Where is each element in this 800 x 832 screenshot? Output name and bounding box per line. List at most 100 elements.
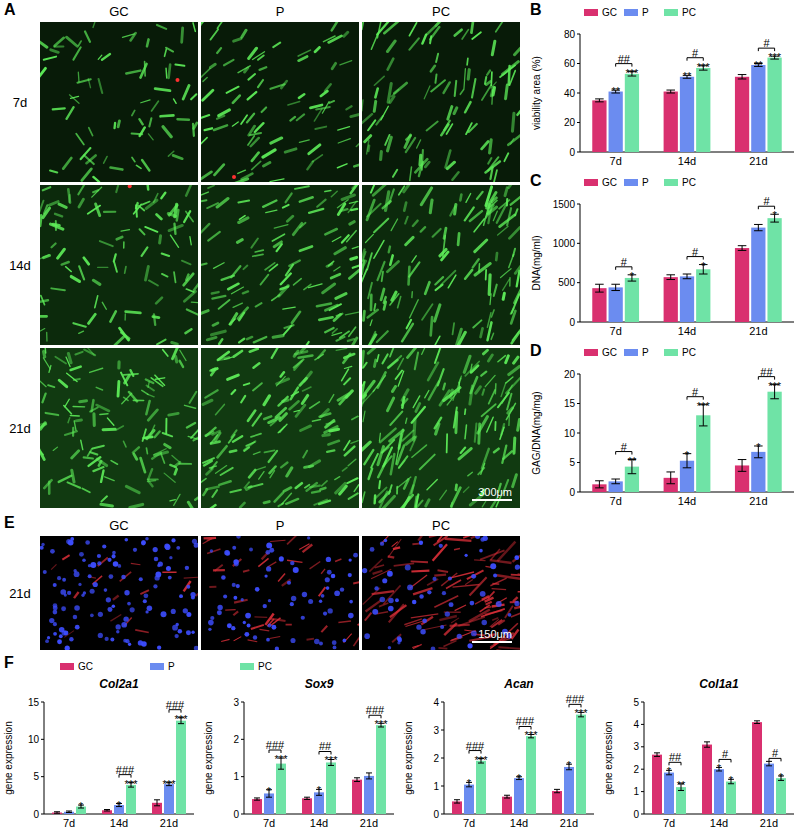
- bar: [609, 92, 623, 152]
- cell: [483, 350, 487, 354]
- cell: [303, 387, 311, 391]
- cell: [486, 82, 490, 85]
- cell: [295, 186, 309, 189]
- nucleus: [49, 618, 54, 623]
- haze: [362, 348, 520, 508]
- legend-swatch: [584, 349, 598, 356]
- bar: [714, 769, 724, 814]
- nucleus: [514, 601, 519, 606]
- legend-swatch: [240, 663, 254, 670]
- cell: [329, 395, 334, 403]
- cell: [255, 123, 264, 132]
- cell: [466, 193, 471, 202]
- cell: [248, 92, 256, 99]
- cell: [219, 339, 222, 344]
- error-bar: [504, 795, 510, 798]
- fiber: [453, 585, 480, 588]
- cell: [470, 211, 482, 221]
- cell: [161, 114, 174, 118]
- cell: [322, 481, 327, 486]
- cell: [495, 253, 498, 260]
- cell: [509, 278, 511, 286]
- cell: [68, 418, 70, 423]
- nucleus: [308, 599, 313, 604]
- nucleus: [326, 586, 330, 590]
- cell: [208, 505, 215, 508]
- cell: [464, 69, 465, 89]
- cell: [332, 329, 337, 333]
- cell: [238, 170, 246, 173]
- cell: [314, 109, 322, 121]
- cell: [508, 416, 510, 426]
- fiber: [207, 549, 220, 554]
- cell: [88, 206, 100, 214]
- cell: [89, 314, 96, 323]
- cell: [201, 311, 208, 315]
- fiber: [140, 590, 149, 594]
- cell: [229, 435, 235, 443]
- cell: [217, 22, 223, 28]
- cell: [494, 422, 496, 430]
- nucleus: [186, 630, 191, 635]
- cell: [42, 394, 45, 403]
- cell: [365, 136, 371, 142]
- cell: [142, 202, 150, 205]
- cell: [491, 310, 494, 317]
- cell: [114, 254, 116, 261]
- cell: [40, 68, 45, 79]
- cell: [162, 254, 169, 256]
- cell: [248, 74, 255, 80]
- bar: [735, 77, 749, 152]
- cell: [466, 58, 468, 64]
- cell: [406, 237, 413, 244]
- cell: [349, 327, 356, 336]
- cell: [71, 367, 81, 370]
- cell: [163, 433, 172, 436]
- y-axis-label: gene expression: [3, 721, 14, 794]
- nucleus: [331, 574, 336, 579]
- nucleus: [66, 539, 71, 544]
- nucleus: [165, 544, 171, 550]
- cell: [344, 366, 351, 368]
- cell: [385, 135, 389, 145]
- cell: [362, 114, 372, 126]
- nucleus: [82, 558, 86, 562]
- nucleus: [155, 572, 161, 578]
- cell: [340, 486, 347, 494]
- cell: [165, 419, 167, 434]
- cell: [412, 256, 416, 262]
- cell: [89, 128, 93, 136]
- cell: [481, 328, 483, 337]
- cell: [73, 406, 85, 408]
- bar: [276, 764, 286, 814]
- cell: [54, 45, 63, 47]
- fiber: [243, 570, 249, 572]
- fiber: [444, 623, 457, 635]
- y-tick-label: 5: [633, 697, 639, 708]
- y-axis-line: [580, 374, 581, 492]
- cell: [111, 461, 117, 465]
- cell: [180, 350, 186, 360]
- nucleus: [397, 636, 402, 641]
- cell: [493, 211, 497, 220]
- nucleus: [226, 551, 230, 555]
- cell: [293, 223, 302, 234]
- cell: [93, 190, 98, 192]
- fiber: [498, 647, 520, 649]
- haze: [362, 22, 520, 182]
- error-bar: [704, 742, 710, 747]
- cell: [300, 378, 307, 385]
- nucleus: [210, 549, 213, 552]
- cell: [210, 466, 217, 468]
- nucleus: [123, 616, 128, 621]
- cell: [82, 489, 89, 493]
- cell: [517, 271, 520, 287]
- cell: [263, 201, 276, 207]
- cell: [331, 274, 340, 278]
- bracket-label: #: [692, 386, 699, 398]
- cell: [431, 66, 435, 71]
- cell: [427, 121, 438, 130]
- chart-title: Acan: [503, 677, 533, 691]
- dead-cell: [128, 185, 132, 188]
- row-label: 7d: [13, 95, 27, 110]
